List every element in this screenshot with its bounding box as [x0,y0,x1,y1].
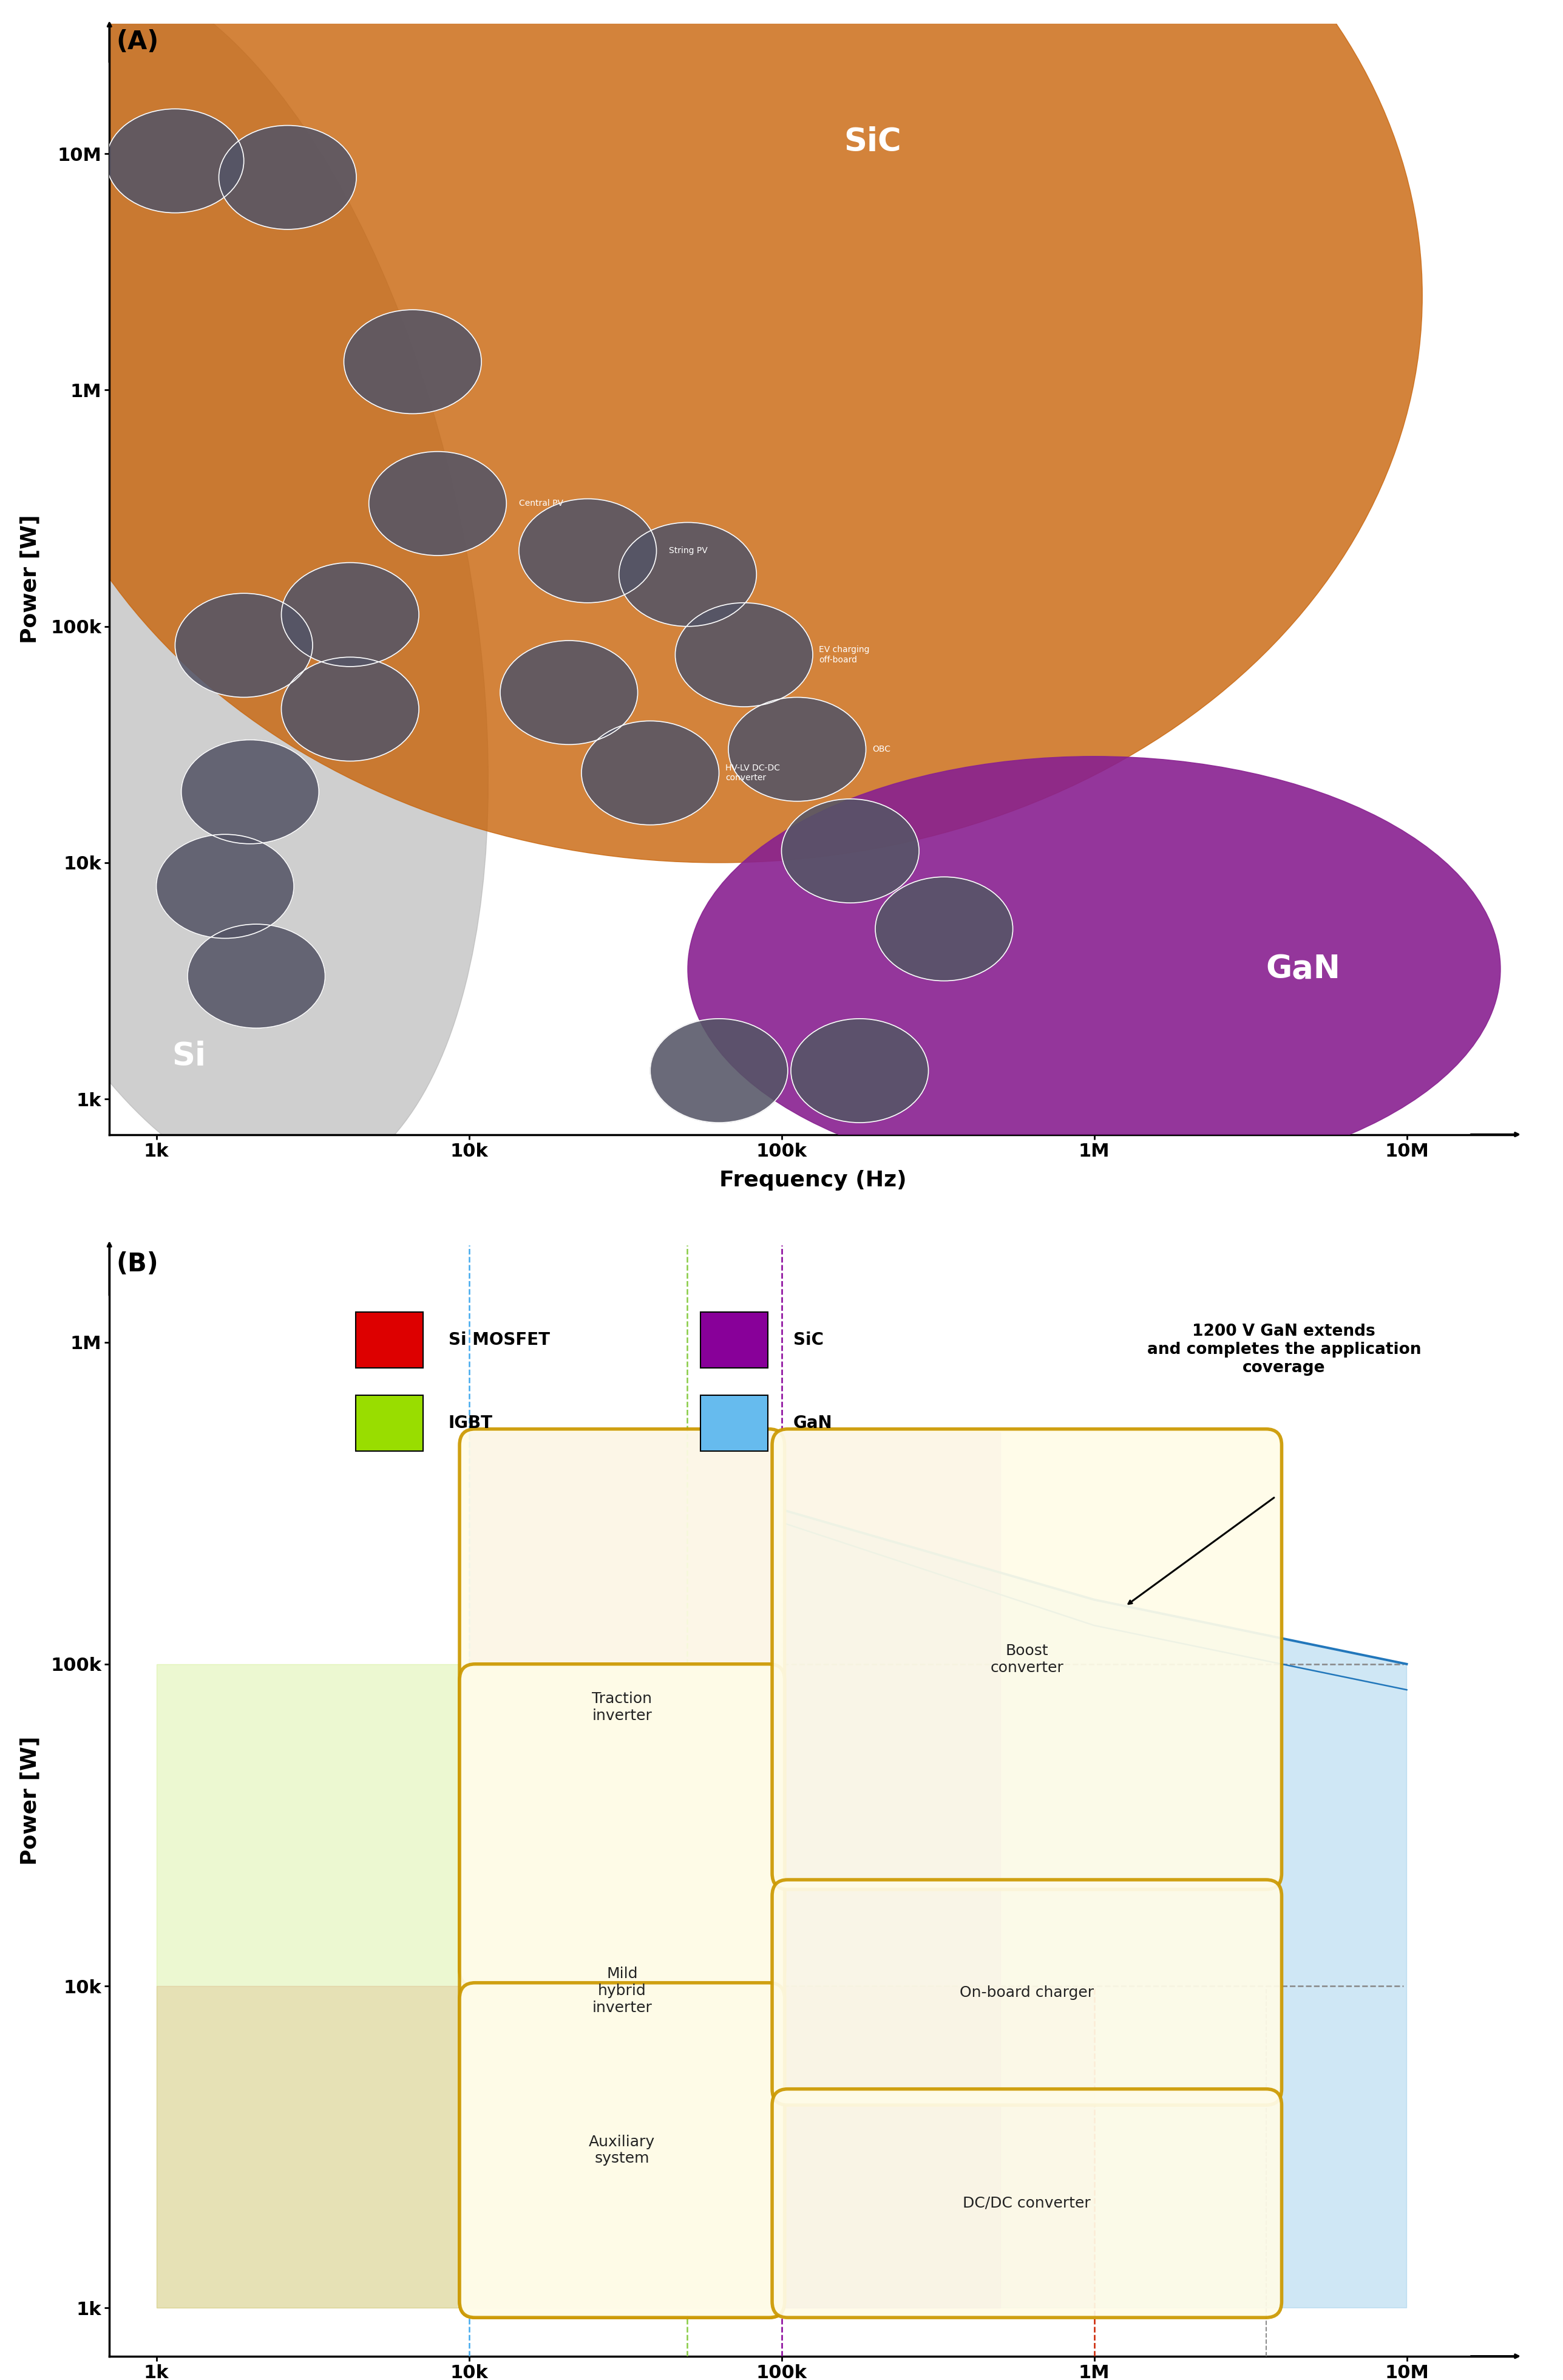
Text: Auxiliary
system: Auxiliary system [589,2135,655,2166]
Circle shape [675,602,813,707]
Y-axis label: Power [W]: Power [W] [20,514,41,643]
Text: Boost
converter: Boost converter [991,1645,1063,1676]
FancyBboxPatch shape [460,1428,785,1985]
Circle shape [581,721,719,826]
Bar [469,1433,1000,2309]
Polygon shape [782,1509,1407,2309]
Circle shape [875,876,1013,981]
Text: SiC: SiC [792,1330,824,1349]
Text: Central PV: Central PV [519,500,563,507]
Text: Mild
hybrid
inverter: Mild hybrid inverter [592,1966,652,2016]
Circle shape [500,640,638,745]
FancyBboxPatch shape [460,1664,785,2318]
Text: DC/DC converter: DC/DC converter [963,2197,1091,2211]
Text: Traction
inverter: Traction inverter [592,1692,652,1723]
Text: (A): (A) [117,29,159,55]
FancyBboxPatch shape [700,1395,767,1452]
Text: 1200 V GaN extends
and completes the application
coverage: 1200 V GaN extends and completes the app… [1147,1323,1421,1376]
Text: IGBT: IGBT [449,1414,492,1433]
Text: EV charging
off-board: EV charging off-board [819,645,869,664]
FancyBboxPatch shape [772,1880,1282,2104]
Ellipse shape [0,0,488,1188]
FancyBboxPatch shape [356,1395,424,1452]
Circle shape [619,524,756,626]
Text: Si: Si [172,1040,206,1073]
Circle shape [281,562,419,666]
Text: OBC: OBC [872,745,891,754]
Circle shape [369,452,506,555]
Bar [156,1664,782,2309]
Y-axis label: Power [W]: Power [W] [20,1737,41,1866]
Text: String PV: String PV [669,547,708,555]
Circle shape [156,835,294,938]
FancyBboxPatch shape [772,1428,1282,1890]
Circle shape [791,1019,928,1123]
Text: GaN: GaN [1266,954,1341,985]
Bar [156,1985,1094,2309]
Circle shape [281,657,419,762]
Circle shape [650,1019,788,1123]
Text: Si MOSFET: Si MOSFET [449,1330,550,1349]
X-axis label: Frequency (Hz): Frequency (Hz) [719,1171,907,1190]
Circle shape [782,800,919,902]
FancyBboxPatch shape [772,2090,1282,2318]
Circle shape [219,126,356,228]
Text: (B): (B) [117,1252,159,1276]
Circle shape [106,109,244,212]
FancyBboxPatch shape [356,1311,424,1368]
Circle shape [181,740,319,845]
Circle shape [519,500,656,602]
Text: On-board charger: On-board charger [960,1985,1094,1999]
Text: SiC: SiC [844,126,902,157]
Circle shape [188,923,325,1028]
Ellipse shape [688,757,1500,1183]
FancyBboxPatch shape [700,1311,767,1368]
Circle shape [175,593,313,697]
Text: HV-LV DC-DC
converter: HV-LV DC-DC converter [725,764,780,783]
FancyBboxPatch shape [460,1983,785,2318]
Ellipse shape [16,0,1422,862]
Circle shape [344,309,481,414]
Circle shape [728,697,866,802]
Text: GaN: GaN [792,1414,832,1433]
